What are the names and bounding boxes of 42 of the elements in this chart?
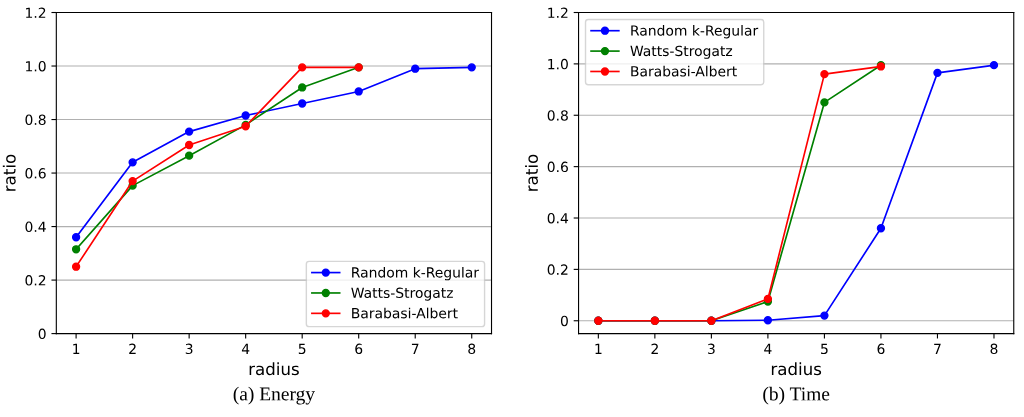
- x-tick-label: 2: [129, 343, 136, 354]
- x-tick-label: 6: [877, 343, 885, 355]
- x-tick-label: 1: [73, 343, 80, 354]
- y-tick-label: 0.6: [25, 168, 46, 179]
- y-tick-label: 1.2: [26, 7, 46, 18]
- x-tick-label: 5: [298, 343, 306, 355]
- y-tick-label: 0.8: [547, 110, 568, 121]
- x-tick-label: 8: [990, 343, 998, 355]
- y-tick-label: 1.0: [26, 60, 46, 72]
- x-tick-label: 4: [241, 343, 250, 354]
- legend-label: Random k-Regular: [631, 25, 759, 39]
- x-tick-label: 8: [468, 343, 476, 355]
- x-tick-label: 1: [595, 343, 602, 354]
- text: (b) Time: [763, 386, 830, 405]
- x-tick-label: 7: [934, 343, 941, 354]
- x-tick-label: 4: [764, 343, 772, 354]
- y-tick-label: 0: [560, 315, 568, 327]
- y-tick-label: 0.6: [547, 161, 568, 173]
- legend-label: Barabasi-Albert: [352, 307, 458, 319]
- y-tick-label: 1.2: [548, 7, 568, 18]
- x-tick-label: 2: [651, 343, 658, 354]
- x-tick-label: 5: [821, 343, 828, 355]
- legend-label: Watts-Strogatz: [630, 45, 733, 59]
- y-tick-label: 0.8: [25, 114, 46, 126]
- y-tick-label: 0.2: [547, 264, 568, 275]
- legend-label: Barabasi-Albert: [631, 65, 737, 77]
- y-tick-label: 0.4: [25, 221, 46, 233]
- x-tick-label: 3: [185, 343, 193, 355]
- x-tick-label: 7: [411, 343, 419, 354]
- x-axis-title: radius: [249, 362, 299, 376]
- y-tick-label: 1.0: [548, 58, 568, 70]
- y-tick-label: 0.2: [25, 275, 46, 286]
- x-axis-title: radius: [771, 362, 822, 376]
- y-tick-label: 0.4: [547, 212, 569, 224]
- legend-label: Watts-Strogatz: [351, 287, 453, 301]
- x-tick-label: 3: [708, 343, 715, 355]
- y-axis-title: ratio: [525, 154, 538, 191]
- x-tick-label: 6: [355, 343, 363, 355]
- text: (a) Energy: [233, 386, 315, 405]
- y-tick-label: 0: [38, 328, 46, 340]
- y-axis-title: ratio: [2, 154, 16, 191]
- legend-label: Random k-Regular: [352, 266, 480, 281]
